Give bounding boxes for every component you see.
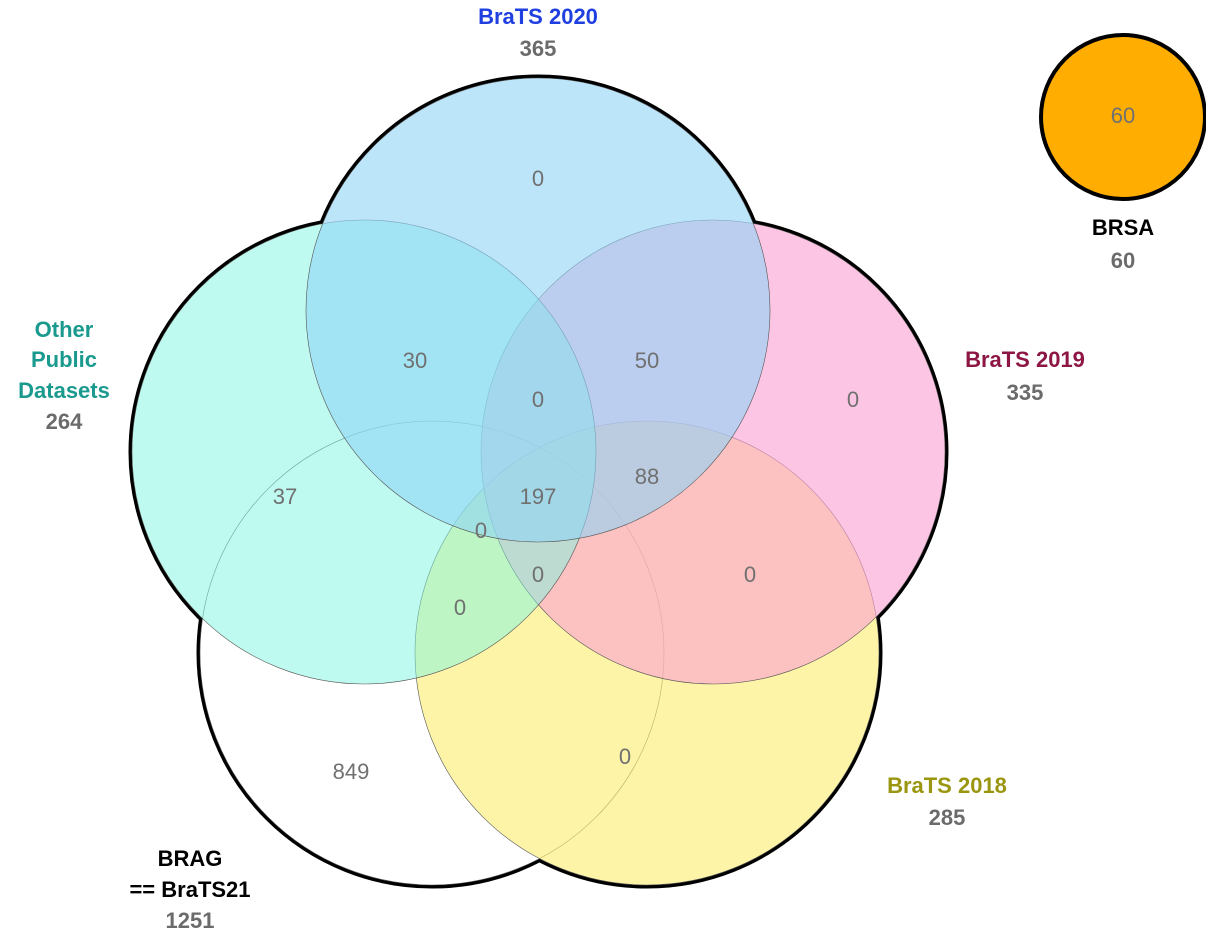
region-center-upper: 0 (532, 387, 544, 412)
label-brsa-name: BRSA (1092, 215, 1154, 240)
label-brats2019-total: 335 (1007, 380, 1044, 405)
label-brats2019-name: BraTS 2019 (965, 347, 1085, 372)
region-brats2018-brats2019-lower: 0 (744, 562, 756, 587)
region-core: 197 (520, 484, 557, 509)
region-brats2019-only: 0 (847, 387, 859, 412)
label-brats2020-total: 365 (520, 36, 557, 61)
region-brsa-count: 60 (1111, 103, 1135, 128)
region-other-brats2020: 30 (403, 348, 427, 373)
region-left-mid: 0 (475, 518, 487, 543)
label-brsa-total: 60 (1111, 248, 1135, 273)
label-other-name-1: Other (35, 317, 94, 342)
region-other-brats2018: 0 (454, 595, 466, 620)
region-brats2019-brats2018: 88 (635, 464, 659, 489)
brats2020-circle (305, 77, 771, 543)
region-center-lower: 0 (532, 562, 544, 587)
region-brag-only: 849 (333, 759, 370, 784)
region-brats2018-only: 0 (619, 744, 631, 769)
region-brats2020-only: 0 (532, 166, 544, 191)
label-other-name-3: Datasets (18, 378, 110, 403)
region-brats2020-brats2019: 50 (635, 348, 659, 373)
label-other-name-2: Public (31, 347, 97, 372)
label-brag-name-1: BRAG (158, 846, 223, 871)
label-brats2018-name: BraTS 2018 (887, 773, 1007, 798)
label-brag-total: 1251 (166, 908, 215, 933)
label-brats2020-name: BraTS 2020 (478, 4, 598, 29)
label-other-total: 264 (46, 409, 83, 434)
label-brag-name-2: == BraTS21 (129, 877, 250, 902)
label-brats2018-total: 285 (929, 805, 966, 830)
brsa-circle (1039, 33, 1206, 201)
region-other-only: 37 (273, 484, 297, 509)
